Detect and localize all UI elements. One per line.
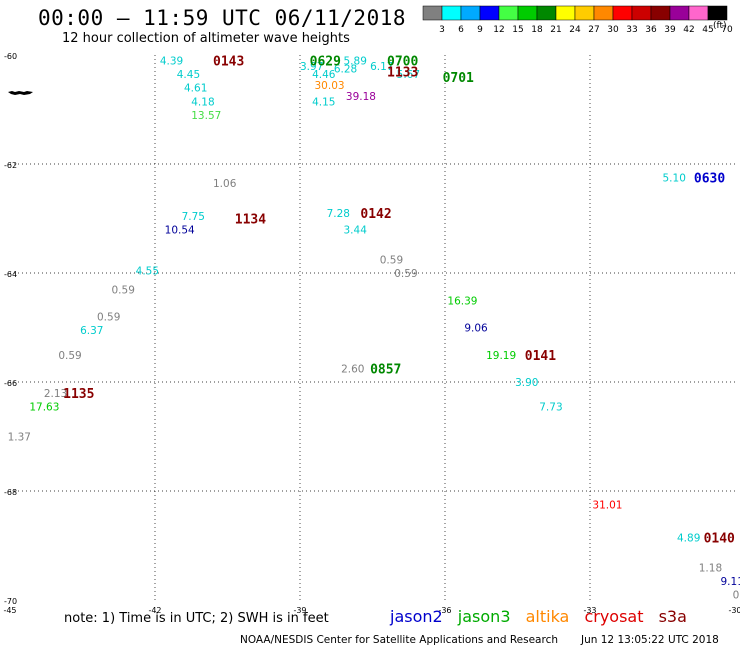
wave-height-label: 4.61 <box>184 83 207 95</box>
lon-tick-label: -45 <box>3 606 16 615</box>
lat-tick-label: -68 <box>4 488 17 497</box>
wave-height-label: 19.19 <box>486 350 516 362</box>
pass-time-label: 0630 <box>694 172 725 187</box>
lat-tick-label: -64 <box>4 270 17 279</box>
legend-tick-18: 18 <box>531 25 543 35</box>
legend-tick-36: 36 <box>645 25 657 35</box>
wave-height-label: 9.11 <box>721 576 740 588</box>
wave-height-label: 1.18 <box>699 562 722 574</box>
wave-height-label: 0.59 <box>394 268 417 280</box>
wave-height-label: 0.59 <box>112 284 135 296</box>
legend-tick-45: 45 <box>702 25 713 35</box>
wave-height-label: 17.63 <box>29 402 59 414</box>
satellite-legend: jason2 jason3 altika cryosat s3a <box>390 607 697 626</box>
lon-tick-label: -33 <box>583 606 596 615</box>
satellite-legend-jason2: jason2 <box>390 607 443 626</box>
legend-tick-39: 39 <box>664 25 676 35</box>
wave-height-label: 0.59 <box>733 590 740 602</box>
wave-height-label: 2.13 <box>44 388 67 400</box>
wave-height-label: 3.44 <box>344 224 368 236</box>
lat-tick-label: -60 <box>4 52 17 61</box>
legend-tick-27: 27 <box>588 25 599 35</box>
wave-height-label: 7.28 <box>327 208 350 220</box>
page-subtitle: 12 hour collection of altimeter wave hei… <box>62 31 350 46</box>
wave-height-label: 5.67 <box>397 69 420 81</box>
wave-height-label: 0.59 <box>380 254 403 266</box>
legend-swatch-70 <box>707 5 728 21</box>
pass-time-label: 0701 <box>443 71 474 86</box>
lat-tick-label: -66 <box>4 379 17 388</box>
lon-tick-label: -30 <box>728 606 740 615</box>
pass-time-label: 1133 <box>387 65 418 80</box>
legend-tick-42: 42 <box>683 25 694 35</box>
legend-tick-15: 15 <box>512 25 523 35</box>
wave-height-label: 1.37 <box>8 432 31 444</box>
wave-height-label: 5.89 <box>344 55 367 67</box>
satellite-legend-s3a: s3a <box>658 607 687 626</box>
pass-time-label: 0629 <box>310 54 341 69</box>
wave-height-label: 4.89 <box>677 532 700 544</box>
wave-height-label: 1.06 <box>213 178 237 190</box>
legend-tick-9: 9 <box>477 25 483 35</box>
legend-tick-21: 21 <box>550 25 561 35</box>
wave-height-label: 3.90 <box>515 377 538 389</box>
legend-unit-label: (ft) <box>713 21 727 31</box>
island-outline <box>8 91 33 95</box>
legend-tick-3: 3 <box>439 25 445 35</box>
wave-height-label: 16.39 <box>447 295 477 307</box>
satellite-legend-altika: altika <box>525 607 570 626</box>
wave-height-label: 4.15 <box>312 96 335 108</box>
wave-height-label: 4.45 <box>177 69 200 81</box>
legend-tick-12: 12 <box>493 25 504 35</box>
lon-tick-label: -36 <box>438 606 451 615</box>
legend-tick-30: 30 <box>607 25 619 35</box>
legend-tick-33: 33 <box>626 25 637 35</box>
wave-height-label: 2.60 <box>341 363 364 375</box>
wave-height-label: 4.39 <box>160 55 183 67</box>
lat-tick-label: -62 <box>4 161 17 170</box>
wave-height-label: 6.28 <box>334 64 357 76</box>
pass-time-label: 0140 <box>704 531 735 546</box>
wave-height-label: 31.01 <box>592 500 622 512</box>
wave-height-label: 6.17 <box>370 61 393 73</box>
legend-tick-24: 24 <box>569 25 581 35</box>
pass-time-label: 0700 <box>387 54 418 69</box>
wave-height-label: 4.46 <box>312 69 336 81</box>
pass-time-label: 0141 <box>525 349 556 364</box>
generated-timestamp: Jun 12 13:05:22 UTC 2018 <box>581 634 719 646</box>
lon-tick-label: -39 <box>293 606 306 615</box>
wave-height-label: 0.59 <box>97 312 120 324</box>
footer-note: note: 1) Time is in UTC; 2) SWH is in fe… <box>64 611 329 626</box>
wave-height-label: 10.54 <box>165 224 195 236</box>
wave-height-label: 13.57 <box>191 110 221 122</box>
wave-height-label: 0.59 <box>58 350 81 362</box>
wave-height-label: 6.37 <box>80 325 103 337</box>
wave-height-label: 30.03 <box>315 80 345 92</box>
legend-tick-70: 70 <box>721 25 733 35</box>
legend-tick-6: 6 <box>458 25 464 35</box>
wave-height-color-legend: 3 6 9 12 15 18 21 24 27 30 33 36 39 42 45 70 <box>422 5 733 35</box>
pass-time-label: 0857 <box>370 362 401 377</box>
lat-tick-label: -70 <box>4 597 17 606</box>
page-title: 00:00 – 11:59 UTC 06/11/2018 <box>38 6 407 30</box>
wave-height-label: 7.75 <box>182 211 205 223</box>
wave-height-label: 4.55 <box>136 265 159 277</box>
satellite-legend-jason3: jason3 <box>457 607 511 626</box>
pass-time-label: 1135 <box>63 387 94 402</box>
wave-height-label: 4.18 <box>191 96 214 108</box>
wave-height-label: 5.10 <box>663 173 686 185</box>
wave-height-label: 3.97 <box>300 61 323 73</box>
lon-tick-label: -42 <box>148 606 161 615</box>
pass-time-label: 0143 <box>213 54 244 69</box>
wave-height-label: 7.73 <box>539 402 562 414</box>
satellite-legend-cryosat: cryosat <box>584 607 644 626</box>
pass-time-label: 1134 <box>235 213 266 228</box>
credit-line: NOAA/NESDIS Center for Satellite Applica… <box>240 634 558 646</box>
pass-time-label: 0142 <box>360 207 391 222</box>
wave-height-label: 9.06 <box>464 323 488 335</box>
wave-height-label: 39.18 <box>346 91 376 103</box>
